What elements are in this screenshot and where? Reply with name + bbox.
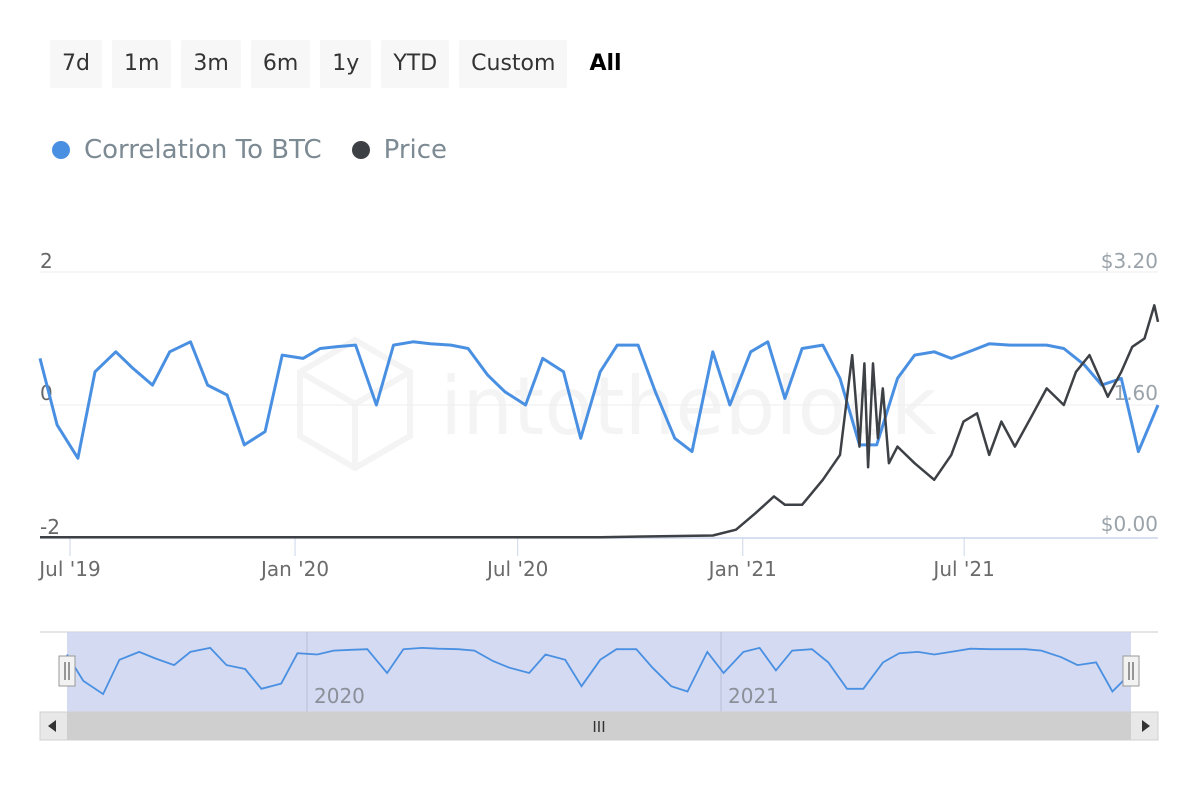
legend-dot-price [351, 141, 370, 159]
navigator-selection-mask[interactable] [67, 632, 1131, 712]
legend-item-correlation[interactable]: Correlation To BTC [52, 135, 322, 165]
x-axis-ticks: Jul '19 Jan '20 Jul '20 Jan '21 Jul '21 [37, 538, 995, 581]
right-tick-label: $0.00 [1101, 512, 1158, 536]
range-button-custom[interactable]: Custom [459, 40, 568, 88]
navigator-right-handle[interactable] [1122, 655, 1140, 687]
navigator-series-line [66, 646, 1132, 696]
range-button-ytd[interactable]: YTD [381, 40, 450, 88]
left-tick-label: 2 [40, 249, 53, 273]
range-button-6m[interactable]: 6m [250, 40, 311, 88]
range-button-1y[interactable]: 1y [320, 40, 372, 88]
legend-dot-correlation [52, 141, 70, 159]
series-layer [38, 304, 1160, 539]
navigator-year-label: 2020 [314, 684, 365, 708]
navigator: 2020 2021 III [39, 631, 1159, 741]
legend-item-price[interactable]: Price [351, 135, 448, 165]
right-tick-label: $3.20 [1101, 249, 1158, 273]
x-tick-label: Jul '19 [37, 557, 100, 581]
scroll-right-arrow-icon[interactable] [1142, 720, 1150, 732]
series-line-correlation[interactable] [38, 340, 1160, 460]
x-tick-label: Jan '20 [259, 557, 329, 581]
scroll-left-arrow-icon[interactable] [48, 720, 56, 732]
x-tick-label: Jul '20 [485, 557, 548, 581]
left-tick-label: -2 [40, 515, 60, 539]
series-line-price[interactable] [40, 304, 1160, 539]
x-tick-label: Jan '21 [707, 557, 777, 581]
range-selector: 7d 1m 3m 6m 1y YTD Custom All [50, 40, 634, 88]
legend-label-correlation: Correlation To BTC [84, 135, 322, 165]
right-tick-label: 1.60 [1113, 381, 1158, 405]
range-button-all[interactable]: All [589, 51, 622, 76]
scrollbar-thumb[interactable] [67, 712, 1131, 740]
navigator-left-handle[interactable] [58, 655, 76, 687]
x-tick-label: Jul '21 [931, 557, 994, 581]
range-button-7d[interactable]: 7d [50, 40, 102, 88]
range-button-3m[interactable]: 3m [181, 40, 241, 88]
chart-legend: Correlation To BTC Price [52, 130, 447, 170]
navigator-year-label: 2021 [728, 684, 779, 708]
scrollbar-grip[interactable]: III [592, 718, 605, 736]
range-button-1m[interactable]: 1m [111, 40, 172, 88]
legend-label-price: Price [383, 135, 448, 165]
